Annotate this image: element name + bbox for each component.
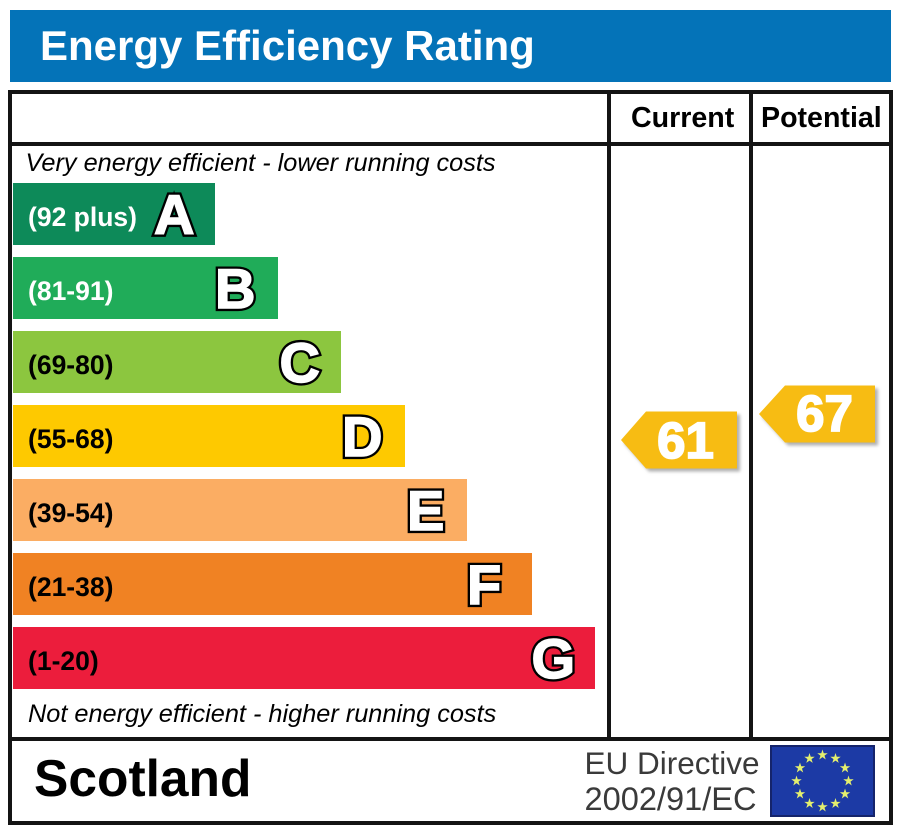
svg-text:61: 61 <box>657 412 714 469</box>
svg-text:67: 67 <box>796 385 853 442</box>
